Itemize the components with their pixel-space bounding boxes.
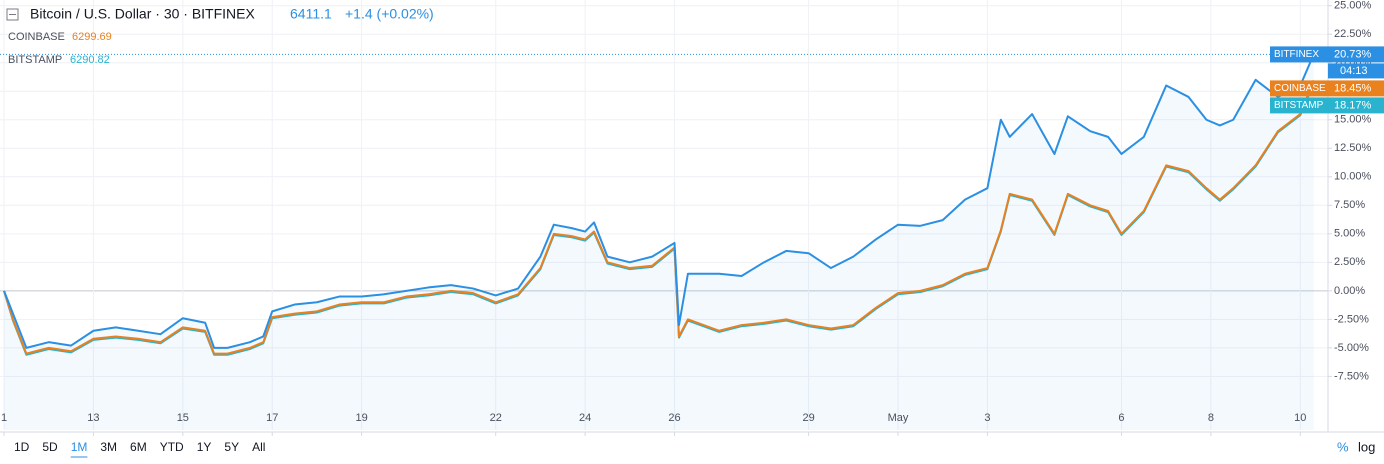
x-tick-label: 22 xyxy=(490,412,502,424)
range-button[interactable]: 6M xyxy=(130,440,147,454)
price-change: +1.4 (+0.02%) xyxy=(345,6,434,22)
x-tick-label: 24 xyxy=(579,412,591,424)
countdown-box xyxy=(1328,63,1384,79)
series-tag-name: COINBASE xyxy=(1274,83,1326,94)
x-tick-label: 8 xyxy=(1208,412,1214,424)
series-tag: COINBASE 18.45% xyxy=(1270,80,1384,97)
y-tick-label: 2.50% xyxy=(1334,256,1365,268)
y-tick-label: 5.00% xyxy=(1334,228,1365,240)
x-tick-label: 29 xyxy=(802,412,814,424)
x-tick-label: 1 xyxy=(1,412,7,424)
legend-name: COINBASE xyxy=(8,31,65,43)
y-tick-label: -2.50% xyxy=(1334,313,1369,325)
toolbar: 1D 5D 1M 3M 6M YTD 1Y 5Y All xyxy=(14,440,265,458)
price-tag-box xyxy=(1328,80,1384,97)
price-tag-box xyxy=(1328,46,1384,63)
x-tick-label: 26 xyxy=(668,412,680,424)
x-tick-label: 15 xyxy=(177,412,189,424)
series-line xyxy=(3,80,1315,355)
x-tick-label: 17 xyxy=(266,412,278,424)
collapse-icon[interactable] xyxy=(6,8,19,21)
x-tick-label: 3 xyxy=(984,412,990,424)
range-button[interactable]: 1M xyxy=(71,440,88,454)
range-button[interactable]: 3M xyxy=(100,440,117,454)
x-tick-label: 6 xyxy=(1118,412,1124,424)
legend-price: 6299.69 xyxy=(72,31,112,43)
y-tick-label: 22.50% xyxy=(1334,28,1372,40)
legend-name: BITSTAMP xyxy=(8,54,62,66)
chart-title: Bitcoin / U.S. Dollar · 30 · BITFINEX xyxy=(30,6,255,22)
series-tag-box xyxy=(1270,46,1328,63)
range-button[interactable]: YTD xyxy=(160,440,184,454)
y-tick-label: 0.00% xyxy=(1334,285,1365,297)
range-button[interactable]: 1Y xyxy=(197,440,212,454)
series-line xyxy=(3,54,1315,349)
price-tag-label: 20.73% xyxy=(1334,48,1372,60)
y-tick-label: -7.50% xyxy=(1334,370,1369,382)
grid xyxy=(0,0,1328,430)
x-tick-label: May xyxy=(888,412,909,424)
y-tick-label: 10.00% xyxy=(1334,171,1372,183)
axes: 25.00%22.50%20.00%17.50%15.00%12.50%10.0… xyxy=(1,0,1384,436)
last-price: 6411.1 xyxy=(290,6,332,22)
percent-toggle[interactable]: % xyxy=(1337,439,1349,454)
y-tick-label: 12.50% xyxy=(1334,142,1372,154)
series-tag: BITFINEX 20.73% 04:13 xyxy=(1270,46,1384,79)
log-toggle[interactable]: log xyxy=(1358,439,1375,454)
x-tick-label: 13 xyxy=(87,412,99,424)
series-tag-name: BITSTAMP xyxy=(1274,100,1324,111)
series-tag-box xyxy=(1270,97,1328,114)
range-button[interactable]: 5D xyxy=(42,440,58,454)
y-tick-label: 25.00% xyxy=(1334,0,1372,12)
price-tag-label: 18.45% xyxy=(1334,82,1372,94)
countdown: 04:13 xyxy=(1340,65,1368,77)
series-tag-name: BITFINEX xyxy=(1274,49,1319,60)
plot xyxy=(0,53,1328,431)
range-button[interactable]: All xyxy=(252,440,265,454)
range-button[interactable]: 1D xyxy=(14,440,30,454)
y-tick-label: 15.00% xyxy=(1334,114,1372,126)
y-tick-label: 7.50% xyxy=(1334,199,1365,211)
x-tick-label: 10 xyxy=(1294,412,1306,424)
series-tag: BITSTAMP 18.17% xyxy=(1270,97,1384,114)
area xyxy=(4,54,1314,431)
x-tick-label: 19 xyxy=(355,412,367,424)
range-button[interactable]: 5Y xyxy=(224,440,239,454)
price-tag-label: 18.17% xyxy=(1334,99,1372,111)
y-tick-label: -5.00% xyxy=(1334,342,1369,354)
legend-price: 6290.82 xyxy=(70,54,110,66)
series-line xyxy=(3,83,1315,356)
series-tag-box xyxy=(1270,80,1328,97)
price-tag-box xyxy=(1328,97,1384,114)
